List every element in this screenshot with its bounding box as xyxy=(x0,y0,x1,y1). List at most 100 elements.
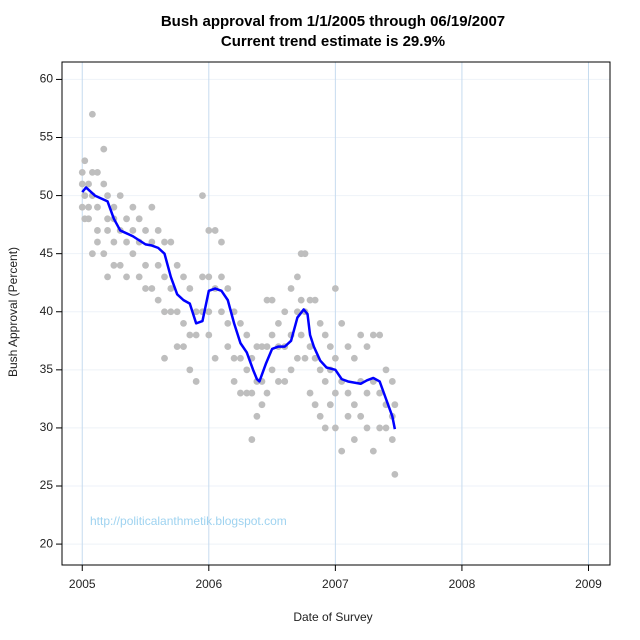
data-point xyxy=(275,319,282,327)
data-point xyxy=(94,238,101,246)
data-point xyxy=(110,261,118,269)
data-point xyxy=(142,261,149,269)
y-tick-label: 30 xyxy=(40,420,54,434)
data-point xyxy=(344,412,352,420)
data-point xyxy=(301,354,309,362)
data-point xyxy=(338,447,346,455)
data-point xyxy=(344,389,352,397)
data-point xyxy=(376,424,384,432)
data-point xyxy=(199,192,206,199)
data-point xyxy=(192,331,200,339)
x-tick-label: 2009 xyxy=(575,577,602,591)
data-point xyxy=(243,366,251,374)
data-point xyxy=(81,192,89,199)
data-point xyxy=(129,227,137,234)
data-point xyxy=(154,227,162,234)
data-point xyxy=(311,354,319,362)
data-point xyxy=(331,424,339,432)
data-point xyxy=(263,296,271,304)
data-point xyxy=(338,319,346,327)
data-point xyxy=(85,215,92,223)
data-point xyxy=(135,273,143,281)
data-point xyxy=(123,238,130,246)
data-point xyxy=(94,168,101,176)
data-point xyxy=(297,296,305,304)
data-point xyxy=(237,389,244,397)
data-point xyxy=(321,424,329,432)
data-point xyxy=(376,331,384,339)
data-point xyxy=(382,424,390,432)
data-point xyxy=(123,273,130,281)
data-point xyxy=(268,331,276,339)
data-point xyxy=(81,157,89,165)
data-point xyxy=(224,285,232,292)
data-point xyxy=(363,389,371,397)
data-point xyxy=(180,319,187,327)
data-point xyxy=(230,378,238,385)
data-point xyxy=(205,227,213,234)
y-tick-label: 60 xyxy=(40,72,54,86)
data-point xyxy=(263,343,271,351)
data-point xyxy=(287,285,295,292)
data-point xyxy=(344,343,352,351)
y-tick-label: 45 xyxy=(40,246,54,260)
data-point xyxy=(161,308,168,316)
data-point xyxy=(104,227,111,234)
data-point xyxy=(248,389,256,397)
data-point xyxy=(85,180,92,188)
data-point xyxy=(357,331,365,339)
data-point xyxy=(78,168,86,176)
data-point xyxy=(237,354,244,362)
data-point xyxy=(104,273,111,281)
data-point xyxy=(129,250,137,258)
data-point xyxy=(110,238,118,246)
data-point xyxy=(391,470,399,478)
data-point xyxy=(311,296,319,304)
data-point xyxy=(104,192,111,199)
y-axis-label: Bush Approval (Percent) xyxy=(6,247,20,377)
data-point xyxy=(369,331,377,339)
data-point xyxy=(243,389,251,397)
data-point xyxy=(167,285,175,292)
data-point xyxy=(297,331,305,339)
data-point xyxy=(218,273,225,281)
data-point xyxy=(326,343,334,351)
data-point xyxy=(237,319,244,327)
trend-line xyxy=(81,186,397,430)
data-point xyxy=(148,203,156,211)
data-point xyxy=(253,343,261,351)
y-tick-label: 20 xyxy=(40,536,54,550)
data-point xyxy=(88,250,96,258)
data-point xyxy=(173,343,181,351)
x-tick-label: 2008 xyxy=(449,577,476,591)
data-point xyxy=(316,366,324,374)
data-point xyxy=(321,331,329,339)
data-point xyxy=(205,331,213,339)
data-point xyxy=(248,436,256,443)
data-point xyxy=(357,412,365,420)
data-point xyxy=(306,296,314,304)
data-point xyxy=(110,203,118,211)
data-point xyxy=(104,215,111,223)
data-point xyxy=(78,180,86,188)
y-tick-label: 40 xyxy=(40,304,54,318)
data-point xyxy=(331,285,339,292)
data-point xyxy=(211,354,219,362)
data-point xyxy=(224,319,232,327)
data-point xyxy=(301,250,309,258)
data-point xyxy=(123,215,130,223)
data-point xyxy=(293,354,301,362)
data-point xyxy=(148,238,156,246)
data-point xyxy=(281,308,289,316)
data-point xyxy=(205,308,213,316)
x-tick-label: 2006 xyxy=(195,577,222,591)
data-point xyxy=(350,354,358,362)
data-point xyxy=(369,447,377,455)
data-point xyxy=(116,192,124,199)
data-point xyxy=(154,261,162,269)
data-point xyxy=(218,308,225,316)
data-point xyxy=(154,296,162,304)
data-point xyxy=(243,331,251,339)
data-point xyxy=(180,343,187,351)
